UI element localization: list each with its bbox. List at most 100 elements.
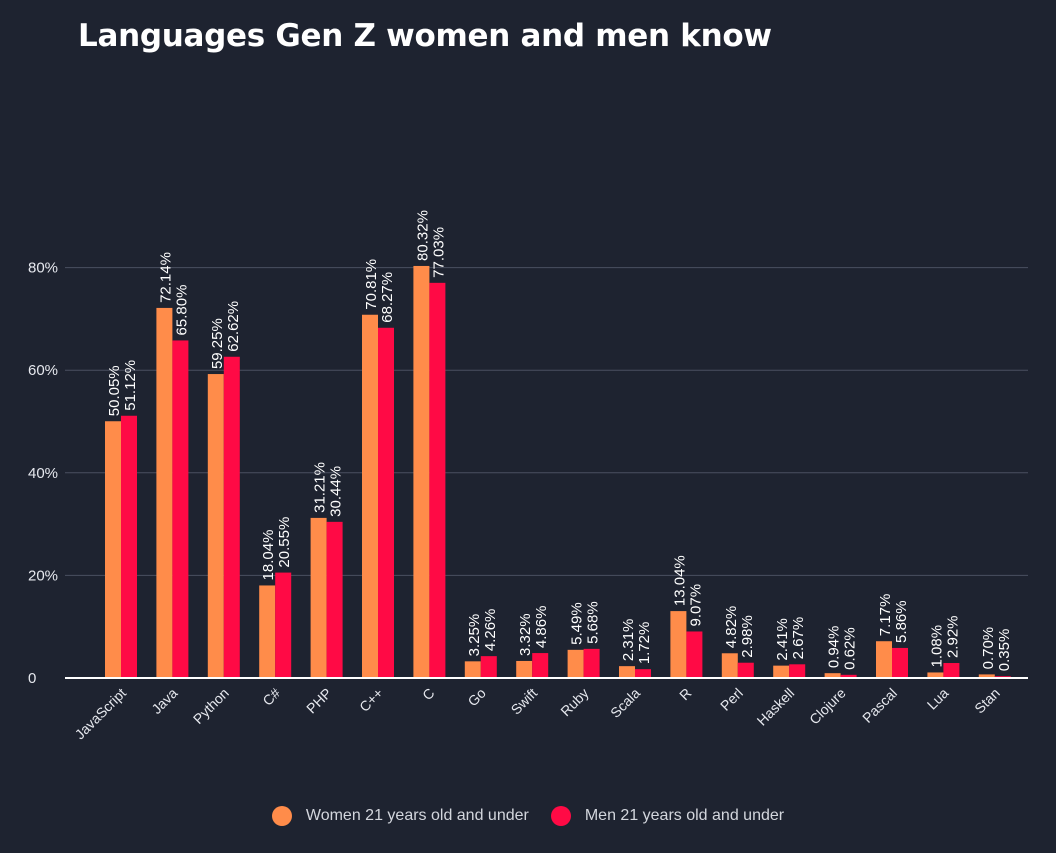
y-tick-label: 40%: [28, 465, 58, 482]
bar-women[interactable]: [464, 661, 481, 678]
bar-men[interactable]: [789, 664, 806, 678]
value-labels: 50.05% 51.12% 72.14%65.80% 59.25% 62.62% 18.0…: [106, 210, 1013, 671]
bar-women[interactable]: [927, 672, 944, 678]
x-tick-label: Pascal: [859, 685, 900, 726]
bar-women[interactable]: [721, 653, 738, 678]
bar-women[interactable]: [105, 421, 121, 678]
y-axis-ticks: 0 20% 40% 60% 80%: [28, 260, 58, 687]
bar-men[interactable]: [378, 327, 394, 678]
bar-men[interactable]: [275, 572, 292, 678]
value-label: 0.70%: [980, 627, 997, 670]
bar-women[interactable]: [824, 673, 841, 678]
value-label: 13.04%: [671, 555, 688, 606]
x-tick-label: Haskell: [754, 685, 798, 729]
value-label: 51.12%: [122, 360, 139, 411]
value-label: 4.26%: [482, 609, 499, 652]
x-tick-label: R: [676, 685, 694, 703]
value-label: 62.62%: [225, 301, 242, 352]
value-label: 59.25%: [209, 318, 226, 369]
x-tick-label: JavaScript: [72, 685, 130, 743]
bars: [105, 265, 1011, 678]
bar-women[interactable]: [773, 665, 790, 678]
bar-men[interactable]: [892, 647, 908, 678]
bar-men[interactable]: [840, 674, 857, 678]
bar-men[interactable]: [121, 415, 137, 678]
value-label: 20.55%: [276, 517, 293, 568]
bar-women[interactable]: [876, 641, 892, 678]
value-label: 3.32%: [517, 613, 534, 656]
value-label: 1.08%: [928, 625, 945, 668]
value-label: 50.05%: [106, 365, 123, 416]
value-label: 77.03%: [430, 227, 447, 278]
bar-women[interactable]: [310, 517, 327, 678]
x-tick-label: C++: [356, 685, 386, 715]
value-label: 70.81%: [363, 259, 380, 310]
bar-men[interactable]: [943, 663, 960, 678]
bar-men[interactable]: [737, 662, 754, 678]
bar-men[interactable]: [635, 669, 651, 678]
value-label: 2.67%: [790, 617, 807, 660]
legend-swatch-women: [271, 806, 292, 826]
legend-label-women: Women 21 years old and under: [305, 807, 529, 824]
bar-women[interactable]: [362, 314, 378, 678]
legend-label-men: Men 21 years old and under: [584, 807, 785, 824]
bar-women[interactable]: [156, 307, 173, 678]
chart-title: Languages Gen Z women and men know: [78, 18, 772, 54]
bar-men[interactable]: [326, 521, 343, 678]
x-axis-ticks: JavaScript Java Python C# PHP C++ C Go Swift Ruby…: [72, 685, 1003, 743]
x-tick-label: Clojure: [806, 685, 849, 728]
value-label: 2.98%: [739, 615, 756, 658]
value-label: 5.86%: [893, 600, 910, 643]
value-label: 2.41%: [774, 618, 791, 661]
legend: Women 21 years old and under Men 21 year…: [0, 806, 1056, 826]
bar-men[interactable]: [223, 356, 240, 678]
bar-men[interactable]: [480, 656, 497, 678]
x-tick-label: Lua: [924, 685, 952, 713]
x-tick-label: Scala: [607, 685, 643, 721]
value-label: 68.27%: [379, 272, 396, 323]
value-label: 80.32%: [414, 210, 431, 261]
value-label: 31.21%: [312, 462, 329, 513]
bar-men[interactable]: [686, 631, 703, 678]
value-label: 4.86%: [533, 606, 550, 649]
legend-item-men[interactable]: Men 21 years old and under: [550, 806, 785, 826]
value-label: 5.49%: [569, 602, 586, 645]
value-label: 5.68%: [585, 601, 602, 644]
bar-men[interactable]: [583, 648, 600, 678]
bar-men[interactable]: [532, 653, 549, 678]
x-tick-label: Python: [190, 685, 232, 727]
value-label: 1.72%: [636, 622, 653, 665]
value-label: 3.25%: [466, 614, 483, 657]
value-label: 0.94%: [826, 626, 843, 669]
value-label: 72.14%: [157, 252, 174, 303]
value-label: 0.35%: [996, 629, 1013, 672]
y-tick-label: 60%: [28, 362, 58, 379]
x-tick-label: Java: [148, 685, 180, 717]
x-tick-label: Stan: [971, 685, 1003, 717]
y-tick-label: 80%: [28, 260, 58, 277]
value-label: 65.80%: [173, 285, 190, 336]
legend-item-women[interactable]: Women 21 years old and under: [271, 806, 529, 826]
bar-women[interactable]: [413, 265, 430, 678]
bar-men[interactable]: [429, 282, 446, 678]
bar-women[interactable]: [670, 611, 687, 678]
bar-women[interactable]: [516, 660, 533, 678]
value-label: 4.82%: [723, 606, 740, 649]
y-tick-label: 20%: [28, 567, 58, 584]
y-tick-label: 0: [28, 670, 36, 687]
value-label: 2.92%: [944, 615, 961, 658]
bar-women[interactable]: [567, 649, 584, 678]
value-label: 30.44%: [328, 466, 345, 517]
value-label: 7.17%: [877, 594, 894, 637]
bar-women[interactable]: [619, 666, 635, 678]
x-tick-label: PHP: [303, 685, 335, 717]
x-tick-label: C#: [259, 685, 283, 709]
bar-women[interactable]: [259, 585, 276, 678]
x-tick-label: Perl: [717, 685, 746, 714]
value-label: 9.07%: [687, 584, 704, 627]
bar-women[interactable]: [207, 374, 224, 678]
bar-women[interactable]: [978, 674, 995, 678]
legend-swatch-men: [550, 806, 571, 826]
x-tick-label: Go: [464, 685, 489, 710]
bar-men[interactable]: [172, 340, 189, 678]
